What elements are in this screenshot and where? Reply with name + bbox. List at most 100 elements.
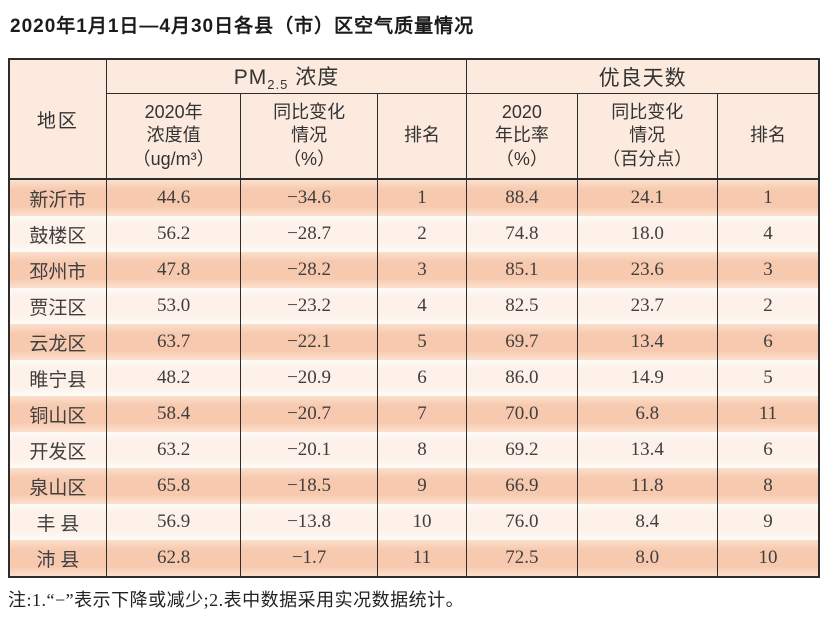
value-cell: 76.0 [466,504,578,540]
region-cell: 泉山区 [8,468,107,504]
value-cell: 11.8 [576,468,719,504]
value-cell: 13.4 [576,324,719,360]
value-cell: −20.1 [240,432,378,468]
value-cell: 13.4 [576,432,719,468]
footnote: 注:1.“−”表示下降或减少;2.表中数据采用实况数据统计。 [8,590,465,610]
value-cell: 1 [717,179,820,216]
region-cell: 开发区 [8,432,107,468]
value-cell: 18.0 [576,216,719,252]
region-cell: 贾汪区 [8,288,107,324]
region-cell: 丰 县 [8,504,107,540]
table-header: 地区 PM2.5 浓度 优良天数 2020年 浓度值 （ug/m³） 同比变化 … [8,59,820,180]
column-header-pm-value: 2020年 浓度值 （ug/m³） [105,93,242,180]
value-cell: 47.8 [105,252,242,288]
column-header-region: 地区 [8,59,107,180]
value-cell: 24.1 [576,179,719,216]
table-row: 鼓楼区 56.2 −28.7 2 74.8 18.0 4 [8,216,820,252]
value-cell: −28.7 [240,216,378,252]
value-cell: 3 [376,252,468,288]
group-header-good-days: 优良天数 [466,59,820,94]
region-cell: 铜山区 [8,396,107,432]
region-cell: 邳州市 [8,252,107,288]
table-row: 开发区 63.2 −20.1 8 69.2 13.4 6 [8,432,820,468]
value-cell: 48.2 [105,360,242,396]
header-group-row: 地区 PM2.5 浓度 优良天数 [8,59,820,180]
value-cell: 10 [717,540,820,577]
value-cell: 66.9 [466,468,578,504]
value-cell: 2 [376,216,468,252]
value-cell: 1 [376,179,468,216]
air-quality-table: 地区 PM2.5 浓度 优良天数 2020年 浓度值 （ug/m³） 同比变化 … [8,58,820,578]
header-sub-row: 2020年 浓度值 （ug/m³） 同比变化 情况 （%） 排名 2020 年比… [9,93,820,180]
table-row: 沛 县 62.8 −1.7 11 72.5 8.0 10 [8,540,820,577]
table-body: 新沂市 44.6 −34.6 1 88.4 24.1 1 鼓楼区 56.2 −28.7 2 74.8 1… [8,179,820,577]
column-header-ratio: 2020 年比率 （%） [466,93,578,180]
value-cell: 8 [376,432,468,468]
pm25-label-suffix: 浓度 [288,65,340,89]
value-cell: −20.9 [240,360,378,396]
column-header-ratio-rank: 排名 [717,93,820,180]
value-cell: 4 [376,288,468,324]
value-cell: 63.2 [105,432,242,468]
table-row: 丰 县 56.9 −13.8 10 76.0 8.4 9 [8,504,820,540]
region-cell: 鼓楼区 [8,216,107,252]
table-row: 云龙区 63.7 −22.1 5 69.7 13.4 6 [8,324,820,360]
column-header-pm-change: 同比变化 情况 （%） [240,93,378,180]
table-row: 铜山区 58.4 −20.7 7 70.0 6.8 11 [8,396,820,432]
value-cell: 85.1 [466,252,578,288]
value-cell: 5 [717,360,820,396]
region-cell: 云龙区 [8,324,107,360]
value-cell: 88.4 [466,179,578,216]
pm25-label-subscript: 2.5 [267,77,289,93]
value-cell: 6.8 [576,396,719,432]
pm25-label-prefix: PM [233,65,268,89]
value-cell: −18.5 [240,468,378,504]
value-cell: −1.7 [240,540,378,577]
value-cell: 56.9 [105,504,242,540]
table-row: 新沂市 44.6 −34.6 1 88.4 24.1 1 [8,179,820,216]
value-cell: 9 [717,504,820,540]
value-cell: 56.2 [105,216,242,252]
table-row: 泉山区 65.8 −18.5 9 66.9 11.8 8 [8,468,820,504]
value-cell: 69.7 [466,324,578,360]
value-cell: 2 [717,288,820,324]
value-cell: 62.8 [105,540,242,577]
value-cell: 11 [717,396,820,432]
value-cell: −13.8 [240,504,378,540]
value-cell: 6 [717,324,820,360]
value-cell: 10 [376,504,468,540]
value-cell: 53.0 [105,288,242,324]
value-cell: 5 [376,324,468,360]
value-cell: 8.0 [576,540,719,577]
value-cell: 72.5 [466,540,578,577]
value-cell: 63.7 [105,324,242,360]
value-cell: −34.6 [240,179,378,216]
value-cell: 23.7 [576,288,719,324]
value-cell: 6 [376,360,468,396]
value-cell: 82.5 [466,288,578,324]
value-cell: 3 [717,252,820,288]
region-cell: 沛 县 [8,540,107,577]
value-cell: 65.8 [105,468,242,504]
value-cell: 8 [717,468,820,504]
page-title: 2020年1月1日—4月30日各县（市）区空气质量情况 [10,16,475,37]
value-cell: −20.7 [240,396,378,432]
value-cell: 69.2 [466,432,578,468]
value-cell: 4 [717,216,820,252]
value-cell: 74.8 [466,216,578,252]
value-cell: −22.1 [240,324,378,360]
value-cell: 70.0 [466,396,578,432]
column-header-ratio-change: 同比变化 情况 （百分点） [576,93,719,180]
region-cell: 睢宁县 [8,360,107,396]
table-row: 邳州市 47.8 −28.2 3 85.1 23.6 3 [8,252,820,288]
column-header-pm-rank: 排名 [376,93,468,180]
value-cell: −28.2 [240,252,378,288]
value-cell: 6 [717,432,820,468]
value-cell: −23.2 [240,288,378,324]
value-cell: 14.9 [576,360,719,396]
value-cell: 44.6 [105,179,242,216]
value-cell: 7 [376,396,468,432]
table-row: 睢宁县 48.2 −20.9 6 86.0 14.9 5 [8,360,820,396]
value-cell: 58.4 [105,396,242,432]
table-row: 贾汪区 53.0 −23.2 4 82.5 23.7 2 [8,288,820,324]
